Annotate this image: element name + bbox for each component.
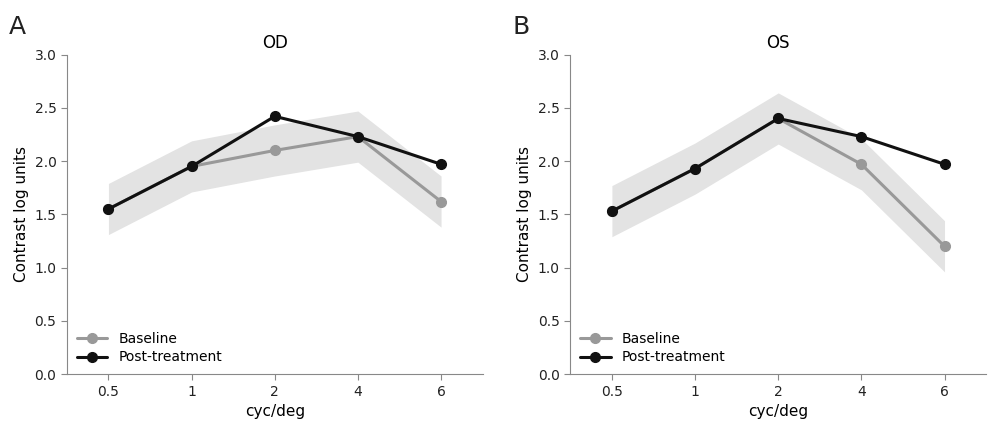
Baseline — [102, 207, 114, 212]
Post-treatment — [855, 134, 867, 139]
Post-treatment — [772, 116, 784, 121]
Legend: Baseline, Post-treatment: Baseline, Post-treatment — [577, 330, 728, 367]
Text: A: A — [9, 15, 26, 39]
Post-treatment — [102, 207, 114, 212]
X-axis label: cyc/deg: cyc/deg — [748, 404, 808, 419]
Title: OS: OS — [766, 34, 790, 52]
Line: Baseline: Baseline — [607, 113, 949, 251]
Post-treatment — [606, 209, 618, 214]
Baseline — [352, 134, 364, 139]
Baseline — [606, 209, 618, 214]
Baseline — [939, 244, 951, 249]
Y-axis label: Contrast log units: Contrast log units — [517, 146, 532, 282]
Baseline — [269, 148, 281, 153]
Post-treatment — [186, 164, 198, 169]
Line: Baseline: Baseline — [104, 132, 446, 214]
Text: B: B — [512, 15, 529, 39]
Post-treatment — [435, 162, 447, 167]
Title: OD: OD — [262, 34, 288, 52]
Post-treatment — [689, 166, 701, 171]
X-axis label: cyc/deg: cyc/deg — [245, 404, 305, 419]
Baseline — [689, 166, 701, 171]
Post-treatment — [939, 162, 951, 167]
Line: Post-treatment: Post-treatment — [104, 111, 446, 214]
Baseline — [772, 116, 784, 121]
Line: Post-treatment: Post-treatment — [607, 113, 949, 216]
Baseline — [435, 199, 447, 204]
Post-treatment — [352, 134, 364, 139]
Legend: Baseline, Post-treatment: Baseline, Post-treatment — [74, 330, 225, 367]
Y-axis label: Contrast log units: Contrast log units — [14, 146, 29, 282]
Post-treatment — [269, 114, 281, 119]
Baseline — [186, 164, 198, 169]
Baseline — [855, 162, 867, 167]
